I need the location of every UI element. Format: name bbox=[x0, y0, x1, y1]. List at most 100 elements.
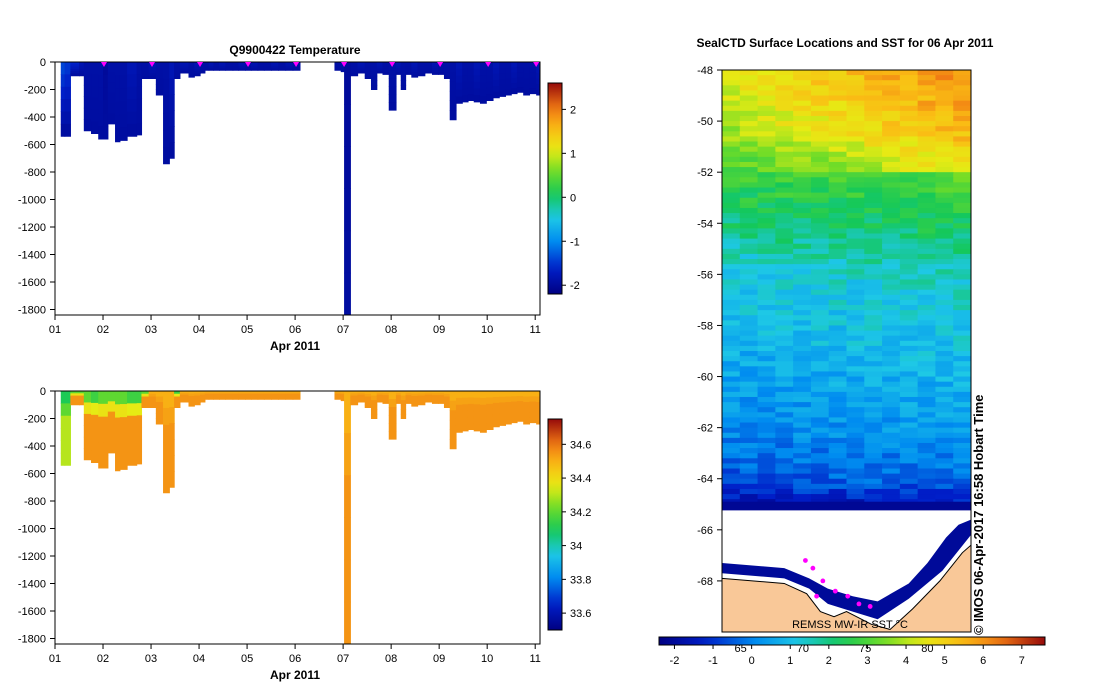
sst-cell bbox=[757, 192, 776, 199]
sst-cell bbox=[775, 351, 794, 357]
sst-cell bbox=[864, 381, 883, 388]
sst-cell bbox=[757, 330, 776, 337]
sst-cell bbox=[917, 407, 937, 413]
salinity-profile-cell bbox=[174, 391, 181, 395]
temperature-profile-cell bbox=[119, 88, 128, 102]
sst-cell bbox=[917, 494, 937, 500]
sst-cell bbox=[757, 458, 776, 464]
salinity-profile-cell bbox=[174, 402, 181, 406]
temperature-profile-cell bbox=[376, 67, 384, 70]
sst-cell bbox=[935, 228, 954, 235]
sst-cell bbox=[739, 151, 759, 158]
salinity-profile-cell bbox=[334, 392, 342, 395]
sst-cell bbox=[793, 463, 812, 470]
temperature-profile-cell bbox=[208, 62, 215, 64]
sst-cell bbox=[828, 284, 848, 291]
temperature-profile-cell bbox=[462, 68, 469, 76]
sst-cell bbox=[793, 422, 812, 429]
sst-cell bbox=[935, 412, 954, 419]
salinity-profile-cell bbox=[467, 410, 475, 418]
temperature-profile-cell bbox=[115, 62, 121, 76]
temperature-profile-cell bbox=[499, 84, 507, 92]
profile-marker bbox=[485, 62, 492, 67]
salinity-profile-cell bbox=[232, 393, 240, 396]
temperature-profile-cell bbox=[163, 112, 170, 131]
sst-cell bbox=[810, 325, 830, 332]
salinity-profile-cell bbox=[388, 407, 397, 416]
temperature-profile-cell bbox=[271, 63, 279, 66]
salinity-profile-cell bbox=[388, 431, 397, 440]
salinity-profile-cell bbox=[200, 396, 206, 399]
temperature-profile-cell bbox=[174, 73, 181, 77]
temperature-profile-cell bbox=[98, 126, 104, 140]
sst-cell bbox=[846, 243, 865, 250]
sst-cell bbox=[739, 448, 759, 454]
sst-cell bbox=[899, 386, 919, 393]
salinity-profile-cell bbox=[395, 391, 402, 394]
sst-cell bbox=[810, 396, 830, 403]
temperature-profile-cell bbox=[438, 72, 445, 75]
sst-cell bbox=[739, 427, 759, 434]
sst-cell bbox=[775, 213, 794, 219]
temperature-profile-cell bbox=[107, 113, 116, 125]
temperature-profile-cell bbox=[438, 68, 445, 71]
sst-cell bbox=[882, 391, 901, 398]
salinity-profile-cell bbox=[200, 394, 206, 397]
sst-cell bbox=[739, 243, 759, 250]
sst-cell bbox=[828, 80, 848, 86]
sst-cell bbox=[828, 192, 848, 199]
temperature-profile-cell bbox=[449, 110, 457, 121]
sst-cell bbox=[722, 172, 741, 178]
sst-cell bbox=[864, 417, 883, 424]
salinity-profile-cell bbox=[431, 401, 439, 404]
temperature-profile-cell bbox=[245, 67, 252, 70]
sst-cell bbox=[739, 361, 759, 367]
temperature-profile-cell bbox=[395, 70, 402, 73]
sst-cell bbox=[810, 427, 830, 434]
sst-cell bbox=[935, 483, 954, 490]
sst-cell bbox=[917, 335, 937, 342]
sst-cell bbox=[846, 141, 865, 148]
salinity-profile-cell bbox=[213, 392, 220, 395]
temperature-profile-cell bbox=[382, 70, 390, 73]
temperature-profile-cell bbox=[376, 71, 384, 74]
temperature-profile-cell bbox=[155, 67, 164, 74]
salinity-x-tick-label: 05 bbox=[241, 653, 253, 665]
sst-cell bbox=[846, 279, 865, 286]
sst-cell bbox=[828, 182, 848, 189]
salinity-profile-cell bbox=[395, 401, 402, 404]
temperature-profile-cell bbox=[350, 64, 359, 68]
sst-cell bbox=[810, 248, 830, 255]
temperature-profile-cell bbox=[91, 121, 99, 134]
sst-cell bbox=[935, 340, 954, 347]
sst-cell bbox=[935, 264, 954, 270]
sst-cell bbox=[864, 468, 883, 475]
sst-cell bbox=[775, 340, 794, 347]
sst-cell bbox=[899, 131, 919, 138]
sst-cell bbox=[846, 320, 865, 327]
sst-cell bbox=[864, 483, 883, 490]
sst-cell bbox=[917, 243, 937, 250]
sst-cell bbox=[739, 417, 759, 424]
temperature-profile-cell bbox=[70, 64, 80, 68]
sst-cell bbox=[935, 90, 954, 97]
sst-cell bbox=[846, 432, 865, 439]
sst-cell bbox=[882, 371, 901, 378]
sst-cell bbox=[828, 371, 848, 378]
sst-cell bbox=[722, 121, 741, 127]
sst-cell bbox=[775, 146, 794, 153]
sst-cell bbox=[846, 284, 865, 291]
temperature-profile-cell bbox=[340, 65, 345, 68]
temperature-profile-cell bbox=[225, 68, 234, 71]
map-lon-tick-label: 65 bbox=[735, 643, 747, 655]
salinity-profile-cell bbox=[479, 397, 487, 406]
temperature-profile-cell bbox=[285, 67, 294, 70]
sst-cell bbox=[899, 294, 919, 301]
sst-cell bbox=[722, 105, 741, 112]
salinity-profile-cell bbox=[119, 417, 128, 431]
sst-cell bbox=[953, 320, 971, 327]
sst-cell bbox=[739, 305, 759, 311]
sst-cell bbox=[775, 284, 794, 291]
temperature-profile-cell bbox=[155, 73, 164, 79]
sst-cell bbox=[828, 453, 848, 459]
